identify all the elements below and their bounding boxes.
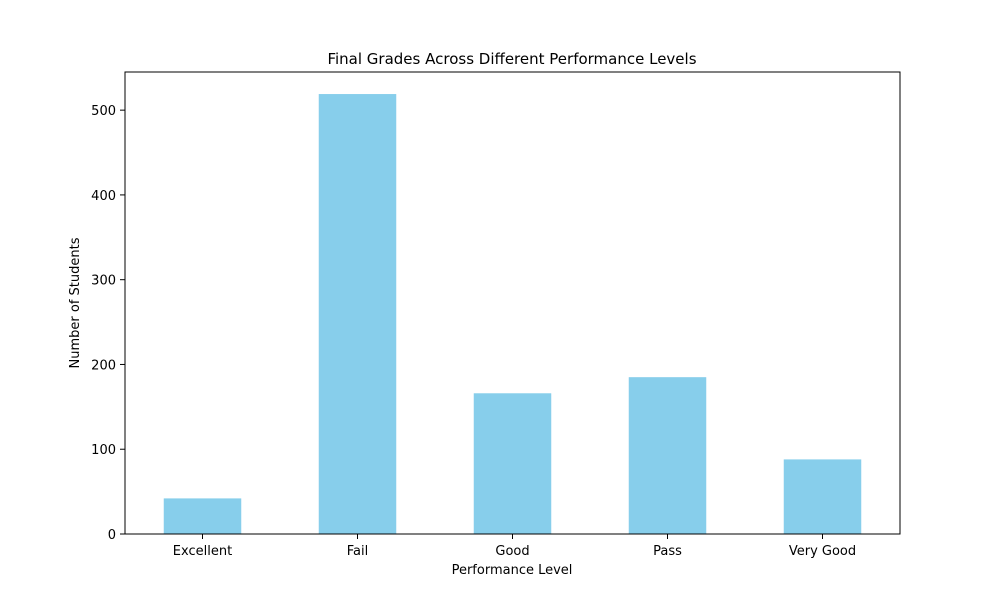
bar-fail: [318, 94, 397, 534]
bar-good: [473, 393, 552, 534]
bars-group: [163, 94, 862, 534]
bar-pass: [628, 377, 707, 534]
bar-excellent: [163, 498, 242, 534]
x-axis: Excellent Fail Good Pass Very Good: [173, 534, 856, 559]
x-tick-label: Excellent: [173, 544, 232, 559]
x-tick-label: Very Good: [789, 544, 856, 559]
bar-very-good: [783, 459, 862, 534]
y-tick-label: 100: [91, 443, 116, 458]
y-tick-label: 200: [91, 358, 116, 373]
x-axis-label: Performance Level: [452, 563, 573, 578]
y-axis-label: Number of Students: [68, 237, 83, 368]
y-tick-label: 400: [91, 189, 116, 204]
x-tick-label: Fail: [347, 544, 368, 559]
x-tick-label: Good: [495, 544, 529, 559]
y-axis: 0 100 200 300 400 500: [91, 104, 125, 543]
y-tick-label: 500: [91, 104, 116, 119]
chart-title: Final Grades Across Different Performanc…: [327, 50, 696, 68]
y-tick-label: 0: [108, 528, 116, 543]
y-tick-label: 300: [91, 274, 116, 289]
x-tick-label: Pass: [653, 544, 682, 559]
